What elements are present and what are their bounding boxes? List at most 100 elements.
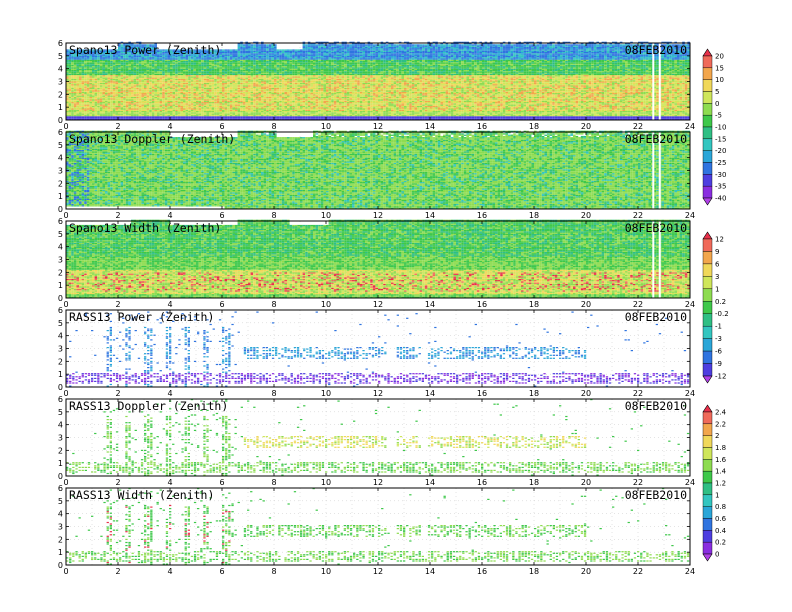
- data-cell: [118, 61, 121, 62]
- data-cell: [152, 102, 155, 103]
- data-cell: [82, 94, 85, 95]
- data-cell: [110, 58, 113, 59]
- data-cell: [139, 93, 142, 94]
- data-cell: [100, 83, 103, 84]
- data-cell: [123, 91, 126, 92]
- data-cell: [102, 57, 105, 58]
- data-cell: [74, 94, 77, 95]
- data-cell: [74, 114, 77, 115]
- data-cell: [102, 58, 105, 59]
- data-cell: [105, 85, 108, 86]
- data-cell: [82, 97, 85, 98]
- data-cell: [131, 100, 134, 101]
- data-cell: [115, 80, 118, 81]
- data-cell: [152, 79, 155, 80]
- data-cell: [141, 78, 144, 79]
- data-cell: [69, 75, 72, 76]
- data-cell: [82, 60, 85, 61]
- data-cell: [110, 82, 113, 83]
- data-cell: [97, 83, 100, 84]
- data-cell: [71, 58, 74, 59]
- data-cell: [69, 84, 72, 85]
- data-cell: [105, 65, 108, 66]
- data-cell: [69, 76, 72, 77]
- data-cell: [89, 78, 92, 79]
- data-cell: [165, 96, 168, 97]
- data-cell: [108, 110, 111, 111]
- data-cell: [100, 105, 103, 106]
- data-cell: [79, 115, 82, 116]
- data-cell: [154, 89, 157, 90]
- data-cell: [126, 69, 129, 70]
- data-cell: [121, 116, 124, 117]
- data-cell: [74, 60, 77, 61]
- data-cell: [118, 105, 121, 106]
- data-cell: [113, 92, 116, 93]
- data-cell: [79, 101, 82, 102]
- data-cell: [121, 76, 124, 77]
- data-cell: [74, 87, 77, 88]
- data-cell: [102, 87, 105, 88]
- data-cell: [141, 94, 144, 95]
- data-cell: [100, 111, 103, 112]
- data-cell: [115, 94, 118, 95]
- data-cell: [147, 70, 150, 71]
- data-cell: [131, 98, 134, 99]
- data-cell: [92, 70, 95, 71]
- data-cell: [89, 71, 92, 72]
- data-cell: [82, 78, 85, 79]
- data-cell: [84, 117, 87, 118]
- data-cell: [126, 114, 129, 115]
- data-cell: [157, 76, 160, 77]
- data-cell: [100, 98, 103, 99]
- data-cell: [108, 61, 111, 62]
- data-cell: [110, 103, 113, 104]
- data-cell: [123, 102, 126, 103]
- data-cell: [105, 97, 108, 98]
- data-cell: [115, 93, 118, 94]
- data-cell: [121, 112, 124, 113]
- data-cell: [162, 71, 165, 72]
- data-cell: [141, 101, 144, 102]
- data-cell: [131, 112, 134, 113]
- data-cell: [89, 98, 92, 99]
- data-cell: [74, 62, 77, 63]
- data-cell: [84, 98, 87, 99]
- data-cell: [115, 64, 118, 65]
- data-cell: [108, 93, 111, 94]
- data-cell: [154, 93, 157, 94]
- data-cell: [79, 87, 82, 88]
- data-cell: [69, 117, 72, 118]
- data-cell: [149, 80, 152, 81]
- data-cell: [121, 65, 124, 66]
- data-cell: [126, 70, 129, 71]
- data-cell: [162, 66, 165, 67]
- data-cell: [69, 78, 72, 79]
- data-cell: [134, 62, 137, 63]
- data-cell: [74, 97, 77, 98]
- data-cell: [136, 112, 139, 113]
- data-cell: [136, 73, 139, 74]
- data-cell: [108, 84, 111, 85]
- data-cell: [128, 71, 131, 72]
- data-cell: [149, 64, 152, 65]
- data-cell: [136, 88, 139, 89]
- data-cell: [118, 70, 121, 71]
- data-cell: [110, 87, 113, 88]
- data-cell: [134, 112, 137, 113]
- data-cell: [126, 65, 129, 66]
- data-cell: [131, 94, 134, 95]
- data-cell: [157, 84, 160, 85]
- data-cell: [97, 102, 100, 103]
- data-cell: [71, 100, 74, 101]
- data-cell: [92, 115, 95, 116]
- data-cell: [147, 101, 150, 102]
- data-cell: [126, 87, 129, 88]
- data-cell: [118, 75, 121, 76]
- data-cell: [102, 109, 105, 110]
- data-cell: [136, 69, 139, 70]
- data-cell: [157, 93, 160, 94]
- data-cell: [139, 114, 142, 115]
- data-cell: [149, 91, 152, 92]
- data-cell: [102, 102, 105, 103]
